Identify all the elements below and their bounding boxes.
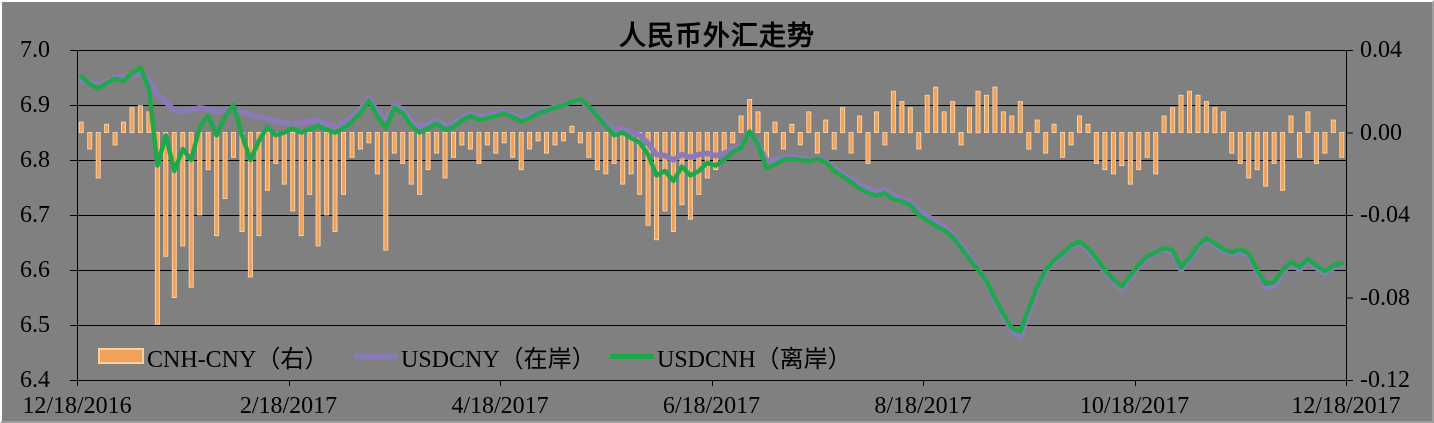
legend-label: USDCNH（离岸）	[657, 346, 852, 373]
legend-item-usdcny: USDCNY（在岸）	[354, 342, 596, 373]
right-axis-tick-label: -0.08	[1360, 284, 1410, 311]
x-axis-tick-label: 12/18/2017	[1291, 393, 1401, 419]
green-line-swatch-icon	[610, 353, 654, 359]
axis-frame	[70, 50, 1353, 386]
left-axis-tick-label: 6.5	[20, 312, 50, 338]
bar-swatch-icon	[98, 348, 144, 364]
right-axis-tick-label: 0.00	[1360, 119, 1402, 146]
left-axis-tick-label: 6.4	[20, 367, 50, 393]
purple-line-swatch-icon	[354, 353, 398, 359]
gridlines	[77, 50, 1346, 381]
left-axis-tick-label: 6.8	[20, 147, 50, 173]
right-axis-tick-label: -0.04	[1360, 202, 1410, 228]
x-axis-tick-label: 8/18/2017	[874, 393, 972, 419]
cnh-cny-spread-bars	[78, 86, 1345, 325]
x-axis-tick-label: 2/18/2017	[239, 393, 338, 419]
legend-item-usdcnh: USDCNH（离岸）	[610, 342, 852, 373]
usdcny-line	[78, 70, 1345, 340]
left-axis-tick-label: 7.0	[20, 37, 50, 63]
x-axis-tick-label: 6/18/2017	[662, 393, 761, 419]
legend-label: USDCNY（在岸）	[401, 346, 596, 373]
usdcnh-line	[78, 65, 1345, 334]
x-axis-tick-label: 4/18/2017	[451, 393, 549, 419]
left-axis-tick-label: 6.9	[20, 92, 50, 118]
right-axis-tick-label: 0.04	[1360, 37, 1402, 63]
legend-label: CNH-CNY（右）	[147, 346, 329, 373]
left-axis-tick-label: 6.6	[20, 257, 50, 283]
legend-item-cnh-cny-spread: CNH-CNY（右）	[98, 342, 328, 373]
x-axis-tick-label: 12/18/2016	[22, 393, 132, 419]
left-axis-tick-label: 6.7	[20, 202, 50, 228]
x-axis-tick-label: 10/18/2017	[1079, 393, 1190, 419]
legend: CNH-CNY（右） USDCNY（在岸） USDCNH（离岸）	[2, 342, 1432, 373]
right-axis-tick-label: -0.12	[1360, 367, 1410, 393]
chart-title: 人民币外汇走势	[619, 21, 815, 51]
